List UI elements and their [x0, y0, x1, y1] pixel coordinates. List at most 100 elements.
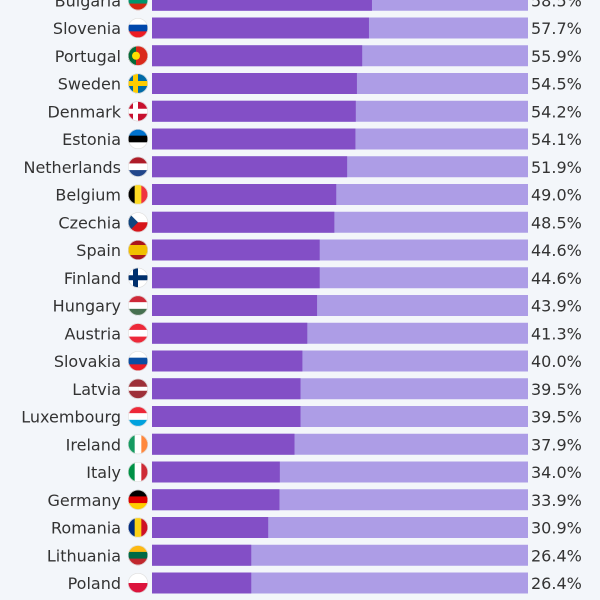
- flag-icon: [128, 434, 148, 455]
- bar-row: Estonia 54.1%: [62, 128, 582, 150]
- bar-row: Lithuania 26.4%: [47, 544, 582, 566]
- category-label: Slovenia: [53, 19, 121, 38]
- bar-value: [152, 544, 252, 566]
- value-label: 54.2%: [531, 102, 582, 121]
- category-label: Denmark: [47, 102, 121, 121]
- flag-icon: [128, 240, 148, 260]
- bar-value: [152, 45, 363, 67]
- bar-value: [152, 211, 335, 233]
- flag-icon: [128, 156, 148, 177]
- bar-row: Ireland 37.9%: [66, 433, 582, 455]
- value-label: 37.9%: [531, 435, 582, 454]
- value-label: 48.5%: [531, 213, 582, 232]
- bar-value: [152, 350, 303, 372]
- bar-row: Romania 30.9%: [51, 517, 582, 538]
- value-label: 44.6%: [531, 269, 582, 288]
- flag-icon: [128, 129, 148, 149]
- bar-value: [152, 267, 320, 289]
- bar-value: [152, 100, 356, 122]
- bar-value: [152, 73, 357, 94]
- bar-value: [152, 433, 295, 455]
- flag-icon: [128, 351, 148, 371]
- category-label: Poland: [68, 574, 121, 593]
- bar-value: [152, 322, 308, 344]
- category-label: Belgium: [55, 186, 121, 205]
- bar-row: Slovakia 40.0%: [54, 350, 582, 372]
- flag-icon: [128, 462, 148, 482]
- category-label: Austria: [64, 324, 121, 343]
- category-label: Bulgaria: [55, 0, 121, 10]
- bar-row: Austria 41.3%: [64, 322, 582, 344]
- flag-icon: [128, 45, 148, 66]
- category-label: Hungary: [53, 297, 121, 316]
- bar-value: [152, 378, 301, 400]
- category-label: Romania: [51, 519, 121, 538]
- value-label: 44.6%: [531, 241, 582, 260]
- category-label: Latvia: [72, 380, 121, 399]
- flag-icon: [128, 212, 148, 233]
- bar-value: [152, 156, 348, 178]
- category-label: Slovakia: [54, 352, 121, 371]
- bar-row: Spain 44.6%: [76, 239, 582, 261]
- flag-icon: [128, 406, 148, 427]
- bar-value: [152, 572, 252, 594]
- value-label: 26.4%: [531, 546, 582, 565]
- value-label: 54.5%: [531, 75, 582, 94]
- bar-row: Bulgaria 58.5%: [55, 0, 582, 11]
- category-label: Estonia: [62, 130, 121, 149]
- bar-row: Sweden 54.5%: [58, 73, 582, 94]
- value-label: 39.5%: [531, 408, 582, 427]
- bar-value: [152, 295, 318, 316]
- value-label: 57.7%: [531, 19, 582, 38]
- bar-row: Portugal 55.9%: [55, 45, 582, 67]
- value-label: 34.0%: [531, 463, 582, 482]
- flag-icon: [128, 489, 148, 510]
- flag-icon: [128, 517, 148, 538]
- flag-icon: [128, 573, 148, 593]
- bar-value: [152, 239, 320, 261]
- category-label: Czechia: [58, 213, 121, 232]
- value-label: 58.5%: [531, 0, 582, 10]
- bar-row: Belgium 49.0%: [55, 184, 582, 205]
- category-label: Lithuania: [47, 546, 121, 565]
- category-label: Italy: [86, 463, 121, 482]
- category-label: Sweden: [58, 75, 121, 94]
- category-label: Portugal: [55, 47, 121, 66]
- value-label: 55.9%: [531, 47, 582, 66]
- value-label: 49.0%: [531, 186, 582, 205]
- value-label: 33.9%: [531, 491, 582, 510]
- bar-value: [152, 17, 369, 39]
- bar-value: [152, 184, 337, 205]
- category-label: Netherlands: [23, 158, 121, 177]
- category-label: Germany: [47, 491, 121, 510]
- bar-row: Netherlands 51.9%: [23, 156, 582, 178]
- bar-row: Poland 26.4%: [68, 572, 582, 594]
- flag-icon: [128, 378, 148, 399]
- bar-row: Germany 33.9%: [47, 489, 582, 511]
- bar-value: [152, 406, 301, 427]
- flag-icon: [128, 267, 148, 288]
- bar-value: [152, 517, 269, 538]
- bar-row: Slovenia 57.7%: [53, 17, 582, 39]
- flag-icon: [128, 101, 148, 122]
- bar-row: Latvia 39.5%: [72, 378, 582, 400]
- value-label: 41.3%: [531, 324, 582, 343]
- bar-value: [152, 128, 356, 150]
- bar-row: Czechia 48.5%: [58, 211, 582, 233]
- value-label: 54.1%: [531, 130, 582, 149]
- category-label: Finland: [64, 269, 121, 288]
- bar-row: Italy 34.0%: [86, 461, 582, 483]
- flag-icon: [128, 18, 148, 38]
- value-label: 43.9%: [531, 297, 582, 316]
- bar-row: Denmark 54.2%: [47, 100, 582, 122]
- flag-icon: [128, 73, 148, 94]
- value-label: 26.4%: [531, 574, 582, 593]
- bar-value: [152, 0, 372, 11]
- value-label: 39.5%: [531, 380, 582, 399]
- bar-row: Luxembourg 39.5%: [21, 406, 582, 427]
- bar-row: Finland 44.6%: [64, 267, 582, 289]
- flag-icon: [128, 0, 148, 11]
- value-label: 30.9%: [531, 519, 582, 538]
- bar-value: [152, 461, 280, 483]
